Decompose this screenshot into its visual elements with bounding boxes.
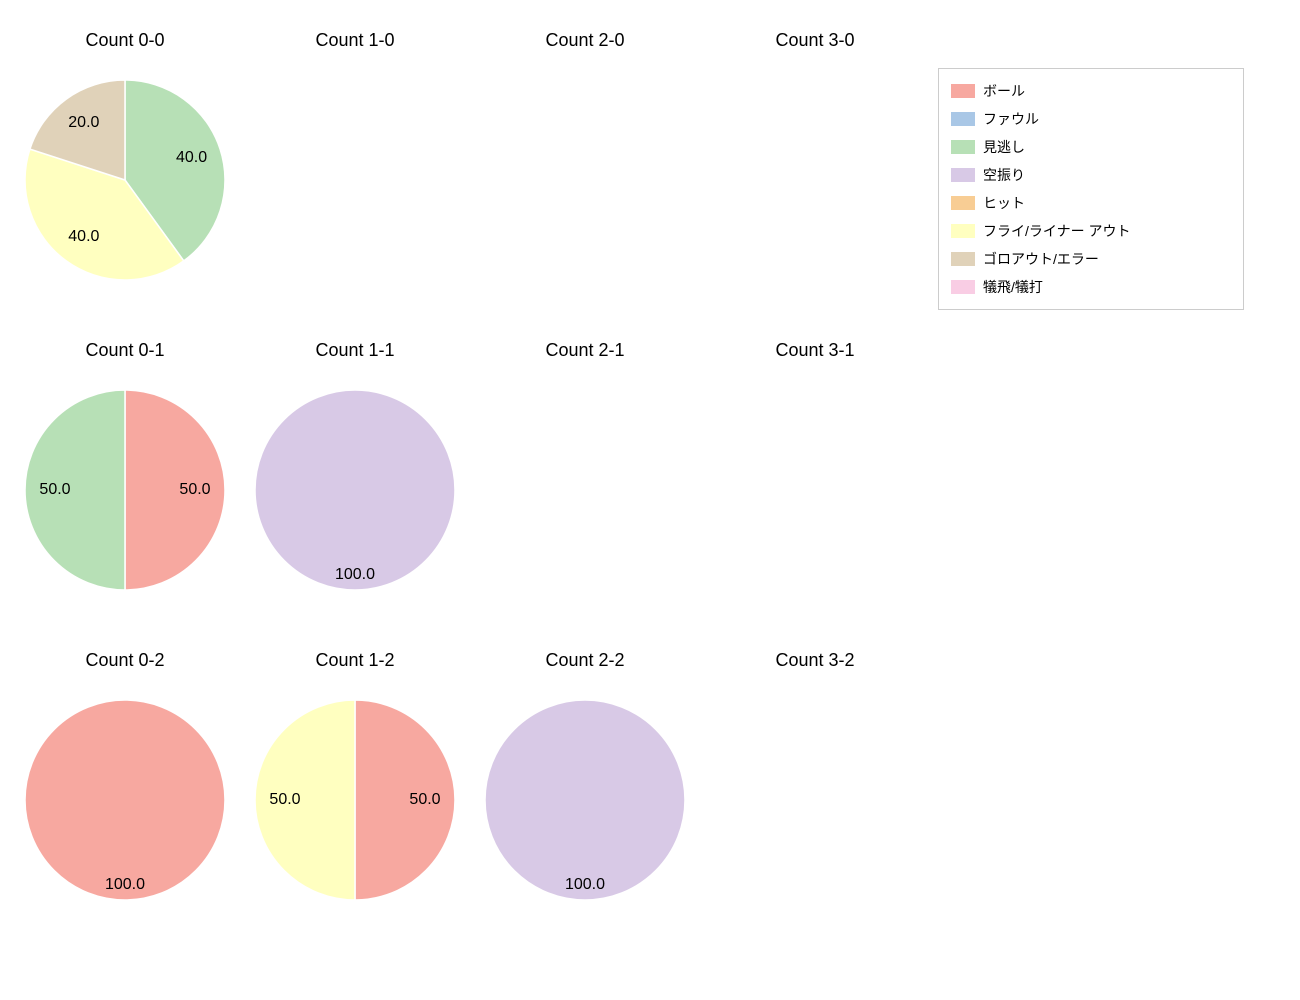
- slice-value-label: 100.0: [335, 566, 375, 584]
- slice-value-label: 40.0: [176, 149, 207, 167]
- cell-title: Count 1-2: [240, 650, 470, 671]
- slice-value-label: 100.0: [565, 876, 605, 894]
- legend-label: ボール: [983, 81, 1025, 101]
- cell-title: Count 2-1: [470, 340, 700, 361]
- pie-cell: Count 3-1: [700, 310, 930, 620]
- pie-cell: Count 0-2 100.0: [10, 620, 240, 930]
- legend-label: 空振り: [983, 165, 1025, 185]
- legend-swatch: [951, 168, 975, 182]
- slice-value-label: 50.0: [179, 481, 210, 499]
- legend-item: 犠飛/犠打: [951, 273, 1231, 301]
- legend-item: 見逃し: [951, 133, 1231, 161]
- slice-value-label: 50.0: [409, 791, 440, 809]
- cell-title: Count 0-2: [10, 650, 240, 671]
- legend-item: ボール: [951, 77, 1231, 105]
- legend-label: フライ/ライナー アウト: [983, 221, 1131, 241]
- legend-item: ヒット: [951, 189, 1231, 217]
- chart-canvas: Count 0-040.040.020.0Count 1-0Count 2-0C…: [0, 0, 1300, 1000]
- pie-cell: Count 2-2 100.0: [470, 620, 700, 930]
- legend-label: ヒット: [983, 193, 1025, 213]
- legend-label: ファウル: [983, 109, 1039, 129]
- pie-cell: Count 3-0: [700, 0, 930, 310]
- pie-cell: Count 0-1 50.0 50.0: [10, 310, 240, 620]
- pie-cell: Count 2-1: [470, 310, 700, 620]
- legend-swatch: [951, 112, 975, 126]
- legend-swatch: [951, 140, 975, 154]
- legend-item: ファウル: [951, 105, 1231, 133]
- legend: ボールファウル見逃し空振りヒットフライ/ライナー アウトゴロアウト/エラー犠飛/…: [938, 68, 1244, 310]
- cell-title: Count 0-1: [10, 340, 240, 361]
- cell-title: Count 1-0: [240, 30, 470, 51]
- legend-swatch: [951, 84, 975, 98]
- cell-title: Count 3-2: [700, 650, 930, 671]
- legend-swatch: [951, 224, 975, 238]
- cell-title: Count 0-0: [10, 30, 240, 51]
- legend-label: 見逃し: [983, 137, 1025, 157]
- cell-title: Count 1-1: [240, 340, 470, 361]
- legend-item: フライ/ライナー アウト: [951, 217, 1231, 245]
- slice-value-label: 50.0: [269, 791, 300, 809]
- legend-item: ゴロアウト/エラー: [951, 245, 1231, 273]
- pie-cell: Count 1-1 100.0: [240, 310, 470, 620]
- pie-slice: [255, 390, 455, 590]
- legend-item: 空振り: [951, 161, 1231, 189]
- cell-title: Count 2-2: [470, 650, 700, 671]
- legend-label: 犠飛/犠打: [983, 277, 1043, 297]
- pie-slice: [25, 700, 225, 900]
- pie-cell: Count 3-2: [700, 620, 930, 930]
- cell-title: Count 2-0: [470, 30, 700, 51]
- pie-cell: Count 2-0: [470, 0, 700, 310]
- slice-value-label: 40.0: [68, 228, 99, 246]
- slice-value-label: 20.0: [68, 114, 99, 132]
- legend-swatch: [951, 280, 975, 294]
- cell-title: Count 3-0: [700, 30, 930, 51]
- cell-title: Count 3-1: [700, 340, 930, 361]
- legend-label: ゴロアウト/エラー: [983, 249, 1099, 269]
- legend-swatch: [951, 196, 975, 210]
- pie-cell: Count 1-0: [240, 0, 470, 310]
- legend-swatch: [951, 252, 975, 266]
- pie-cell: Count 1-2 50.0 50.0: [240, 620, 470, 930]
- slice-value-label: 50.0: [39, 481, 70, 499]
- pie-slice: [485, 700, 685, 900]
- slice-value-label: 100.0: [105, 876, 145, 894]
- pie-cell: Count 0-0 40.0 40.0 20.0: [10, 0, 240, 310]
